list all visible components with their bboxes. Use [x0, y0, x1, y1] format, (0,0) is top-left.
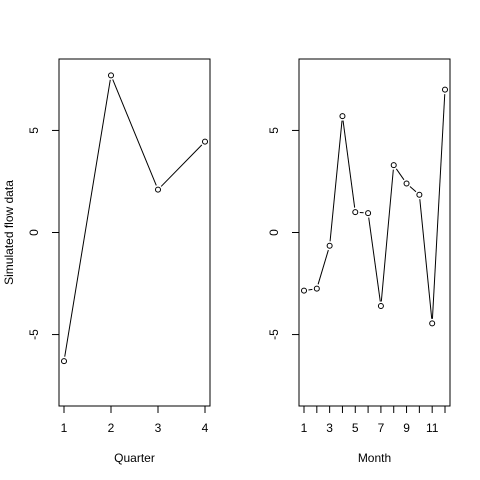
- quarter-data-point: [61, 358, 67, 365]
- quarter-data-point: [155, 186, 161, 193]
- month-data-point: [326, 242, 333, 249]
- month-data-point: [403, 180, 410, 187]
- month-plot-frame: [298, 58, 451, 407]
- month-series-segment: [431, 94, 446, 319]
- month-data-point: [416, 191, 423, 198]
- month-series-segment: [380, 169, 394, 302]
- quarter-data-point: [108, 72, 114, 79]
- quarter-x-tick-label: 1: [61, 421, 68, 435]
- month-data-point: [429, 320, 436, 327]
- month-series-segment: [342, 120, 356, 208]
- month-series-segment: [317, 249, 329, 285]
- month-data-point: [352, 209, 359, 216]
- month-x-tick-label: 1: [301, 421, 308, 435]
- quarter-x-tick-label: 4: [202, 421, 209, 435]
- month-data-point: [365, 210, 372, 217]
- month-x-tick-label: 3: [326, 421, 333, 435]
- quarter-series-segment: [160, 144, 203, 187]
- month-series-segment: [368, 217, 381, 302]
- month-series-segment: [409, 186, 417, 193]
- quarter-y-tick-label: 5: [27, 127, 41, 134]
- month-series-segment: [308, 288, 313, 291]
- quarter-x-tick-label: 2: [108, 421, 115, 435]
- month-y-tick-label: 5: [267, 127, 281, 134]
- month-x-tick-label: 11: [426, 421, 439, 435]
- quarter-y-tick-label: 0: [27, 229, 41, 236]
- quarter-y-tick-label: -5: [27, 329, 41, 340]
- month-x-tick-label: 9: [403, 421, 410, 435]
- month-data-point: [390, 162, 397, 169]
- month-x-tick-label: 7: [378, 421, 385, 435]
- month-data-point: [377, 302, 384, 309]
- month-y-tick-label: 0: [267, 229, 281, 236]
- quarter-data-point: [202, 138, 208, 145]
- month-data-point: [442, 86, 448, 93]
- month-y-tick-label: -5: [267, 329, 281, 340]
- month-x-axis-label: Month: [358, 451, 391, 465]
- month-series-segment: [329, 120, 343, 242]
- month-panel: 1 3 5 7 9 11 -5 0 5 Month: [267, 58, 451, 465]
- month-data-point: [301, 287, 307, 294]
- quarter-x-tick-label: 3: [155, 421, 162, 435]
- month-data-point: [313, 285, 320, 292]
- month-data-point: [339, 113, 346, 120]
- month-series-segment: [419, 199, 433, 319]
- quarter-y-axis-label: Simulated flow data: [2, 180, 16, 285]
- month-series-segment: [395, 168, 405, 181]
- quarter-series-segment: [64, 79, 111, 357]
- quarter-panel: 1 2 3 4 -5 0 5 Quarter Simulated flow data: [2, 58, 211, 465]
- month-x-tick-label: 5: [352, 421, 359, 435]
- quarter-series-segment: [112, 79, 157, 186]
- quarter-x-axis-label: Quarter: [114, 451, 155, 465]
- quarter-plot-frame: [58, 58, 211, 407]
